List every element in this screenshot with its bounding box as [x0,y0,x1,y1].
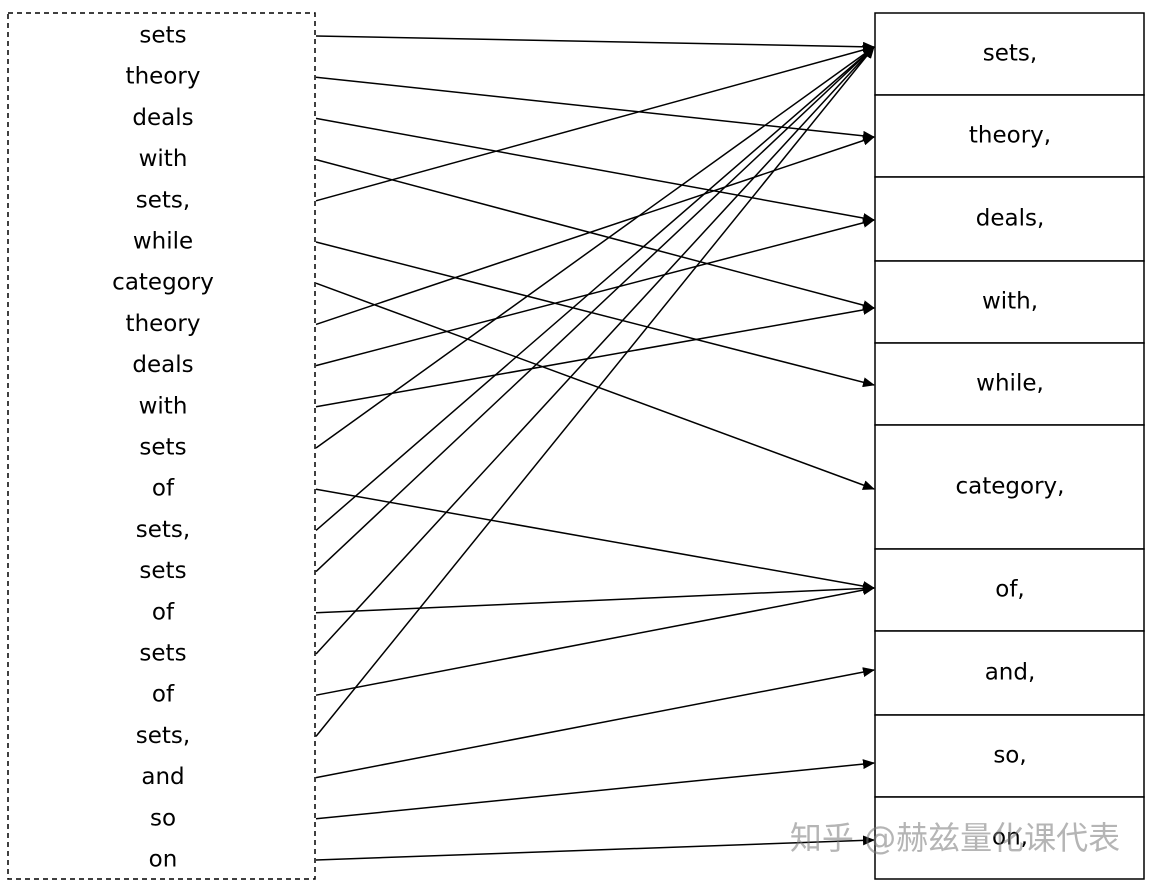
right-word: and, [985,660,1036,686]
left-word: with [139,393,188,419]
left-word: theory [126,64,201,90]
arrow [315,241,875,388]
left-box [7,12,316,880]
left-word: sets, [136,187,190,213]
left-word: sets, [136,517,190,543]
watermark: 知乎 @赫兹量化课代表 [790,819,1120,857]
right-box [874,176,1145,262]
arrow [315,158,875,311]
right-word: sets, [983,41,1037,67]
left-word: so [150,805,176,831]
right-box [874,548,1145,632]
left-word: sets [139,435,186,461]
left-word: category [112,270,214,296]
arrow [315,759,875,820]
arrow [315,583,875,614]
arrow [315,488,875,592]
left-word: of [152,599,175,625]
right-word: of, [995,577,1024,603]
left-word: while [133,229,193,255]
left-word: theory [126,311,201,337]
arrow [315,46,875,449]
left-word: deals [132,105,193,131]
right-box [874,714,1145,798]
left-word: deals [132,352,193,378]
arrow [315,135,875,326]
left-word: and [141,764,184,790]
arrow [315,667,875,779]
right-word: on, [992,825,1028,851]
arrow [315,304,875,408]
right-box [874,94,1145,178]
left-word: sets [139,558,186,584]
right-word: deals, [976,206,1045,232]
left-word: sets [139,641,186,667]
arrow [315,217,875,367]
arrow [315,46,875,655]
right-box [874,630,1145,716]
arrow [315,46,875,737]
right-word: while, [976,371,1044,397]
right-word: category, [956,474,1065,500]
arrow [315,35,875,52]
arrow [315,117,875,223]
left-word: sets [139,23,186,49]
arrow [315,46,875,573]
right-box [874,424,1145,550]
arrow [315,585,875,696]
right-box [874,796,1145,880]
arrow [315,835,875,861]
left-word: with [139,146,188,172]
left-word: sets, [136,723,190,749]
left-word: on [149,847,178,873]
arrow [315,282,875,490]
right-word: theory, [969,123,1051,149]
left-word: of [152,476,175,502]
right-word: so, [993,743,1026,769]
left-word: of [152,682,175,708]
right-box [874,342,1145,426]
right-box [874,260,1145,344]
arrow [315,46,875,531]
right-word: with, [982,289,1038,315]
arrow [315,45,875,202]
